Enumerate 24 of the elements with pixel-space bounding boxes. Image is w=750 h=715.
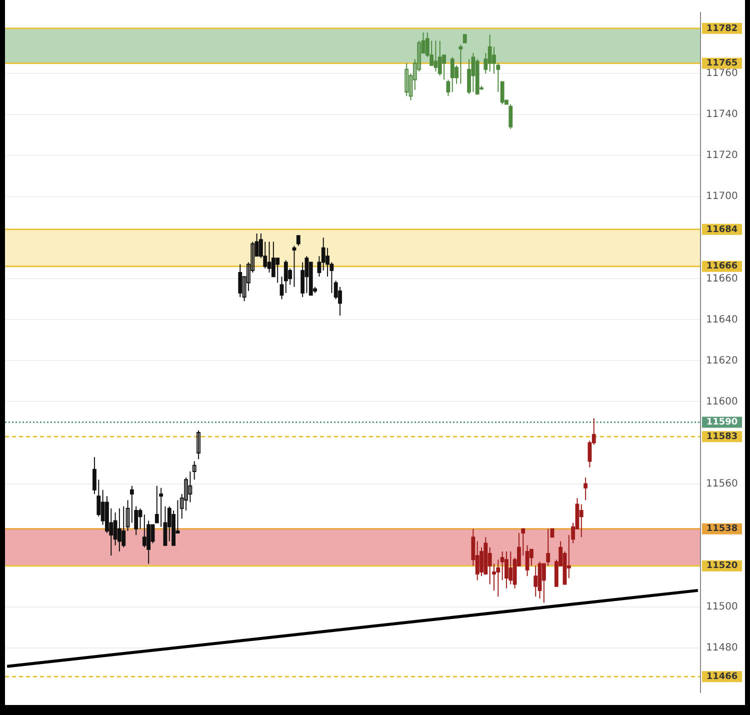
y-tick-label: 11760 xyxy=(706,68,738,80)
ref-line-label: 11765 xyxy=(706,58,738,69)
candlestick xyxy=(404,62,409,97)
y-tick-label: 11600 xyxy=(706,396,738,408)
y-tick-label: 11700 xyxy=(706,191,738,202)
y-tick-label: 11480 xyxy=(706,642,738,654)
ref-line-label: 11520 xyxy=(706,561,738,572)
y-tick-label: 11660 xyxy=(706,273,738,284)
ref-line-label: 11684 xyxy=(706,224,738,235)
y-tick-label: 11620 xyxy=(706,355,738,366)
ref-line-label: 11666 xyxy=(706,262,738,272)
candlestick xyxy=(196,430,200,460)
y-tick-label: 11720 xyxy=(706,150,738,162)
y-tick-label: 11560 xyxy=(706,478,738,490)
ref-line-label: 11583 xyxy=(706,432,738,442)
y-tick-label: 11740 xyxy=(706,109,738,120)
ref-line-label: 11590 xyxy=(706,418,738,428)
ref-line-label: 11782 xyxy=(706,24,738,34)
candlestick xyxy=(126,500,130,532)
ref-line-label: 11538 xyxy=(706,524,738,534)
y-tick-label: 11500 xyxy=(706,601,738,612)
candlestick xyxy=(192,460,196,480)
ref-line-label: 11466 xyxy=(706,672,738,682)
y-tick-label: 11640 xyxy=(706,314,738,326)
